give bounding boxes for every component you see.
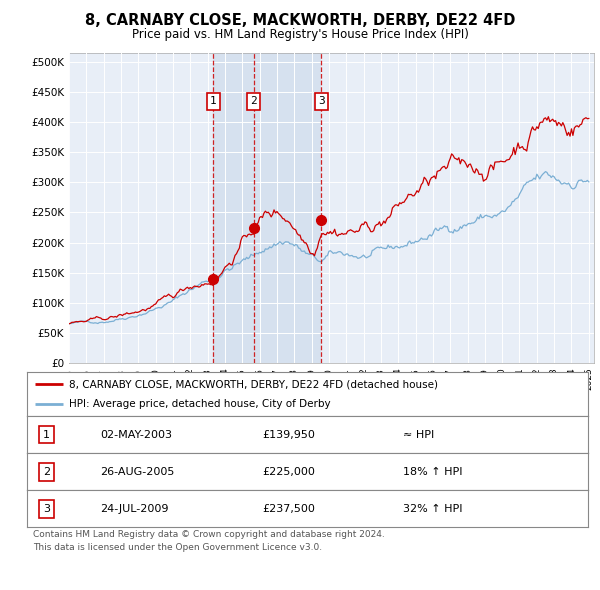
- Text: 8, CARNABY CLOSE, MACKWORTH, DERBY, DE22 4FD: 8, CARNABY CLOSE, MACKWORTH, DERBY, DE22…: [85, 13, 515, 28]
- Text: 26-AUG-2005: 26-AUG-2005: [100, 467, 175, 477]
- Text: 8, CARNABY CLOSE, MACKWORTH, DERBY, DE22 4FD (detached house): 8, CARNABY CLOSE, MACKWORTH, DERBY, DE22…: [69, 379, 438, 389]
- Text: 1: 1: [210, 96, 217, 106]
- Text: 32% ↑ HPI: 32% ↑ HPI: [403, 504, 463, 514]
- Text: Price paid vs. HM Land Registry's House Price Index (HPI): Price paid vs. HM Land Registry's House …: [131, 28, 469, 41]
- Text: 2: 2: [250, 96, 257, 106]
- Text: 02-MAY-2003: 02-MAY-2003: [100, 430, 172, 440]
- Text: This data is licensed under the Open Government Licence v3.0.: This data is licensed under the Open Gov…: [33, 543, 322, 552]
- Text: HPI: Average price, detached house, City of Derby: HPI: Average price, detached house, City…: [69, 399, 331, 409]
- Text: £237,500: £237,500: [263, 504, 316, 514]
- Text: 3: 3: [318, 96, 325, 106]
- Text: 2: 2: [43, 467, 50, 477]
- Text: Contains HM Land Registry data © Crown copyright and database right 2024.: Contains HM Land Registry data © Crown c…: [33, 530, 385, 539]
- Text: 18% ↑ HPI: 18% ↑ HPI: [403, 467, 463, 477]
- Bar: [214, 53, 321, 363]
- Text: 1: 1: [43, 430, 50, 440]
- Text: £139,950: £139,950: [263, 430, 316, 440]
- Text: £225,000: £225,000: [263, 467, 316, 477]
- Text: ≈ HPI: ≈ HPI: [403, 430, 434, 440]
- Text: 24-JUL-2009: 24-JUL-2009: [100, 504, 169, 514]
- Text: 3: 3: [43, 504, 50, 514]
